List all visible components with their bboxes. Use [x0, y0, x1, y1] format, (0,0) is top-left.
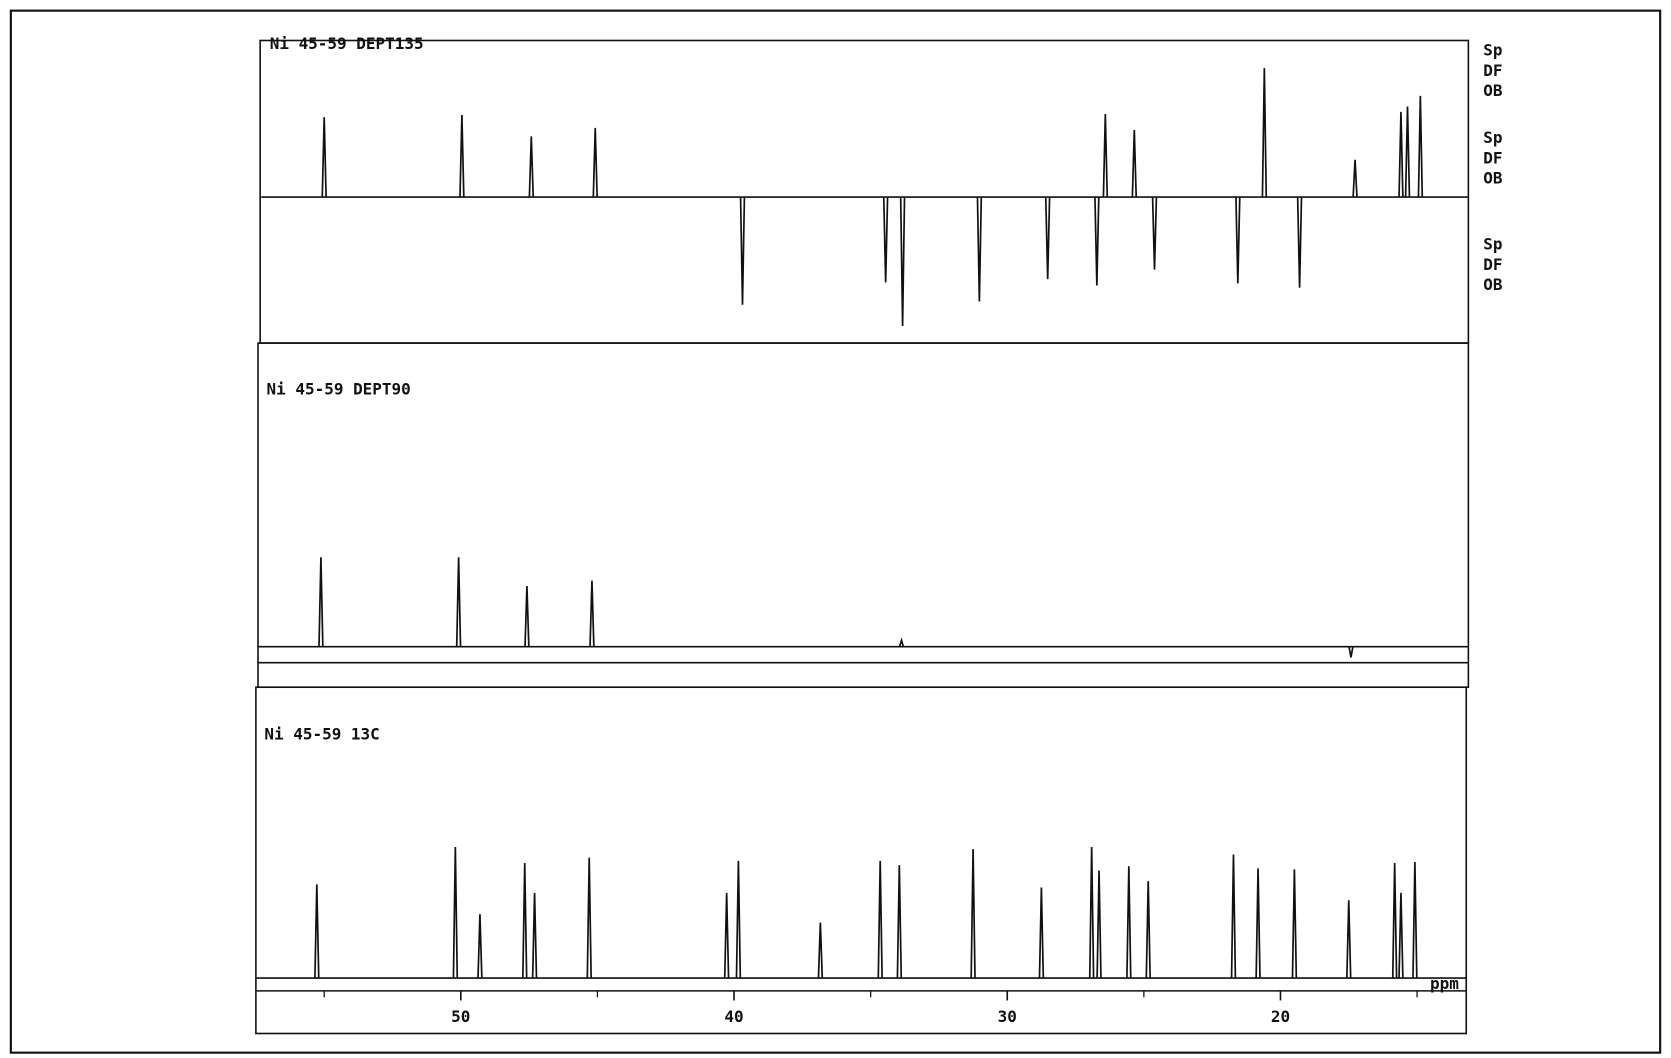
- peak: [723, 892, 730, 979]
- peak: [1398, 111, 1404, 198]
- peak: [1352, 159, 1358, 198]
- side-label: Sp: [1483, 41, 1502, 60]
- x-tick-label: 30: [998, 1007, 1017, 1026]
- x-tick-label: 40: [724, 1007, 743, 1026]
- peak: [970, 849, 976, 979]
- peak: [321, 117, 327, 198]
- x-tick-label: 20: [1271, 1007, 1290, 1026]
- panel-title: Ni 45-59 DEPT90: [267, 379, 411, 398]
- panel-frame: [259, 39, 1470, 344]
- peak: [817, 922, 824, 979]
- peak: [586, 857, 592, 979]
- outer-border: [9, 9, 1662, 1054]
- x-axis-label: ppm: [1430, 974, 1459, 993]
- peak: [1230, 854, 1237, 979]
- peak: [477, 914, 483, 979]
- panel-frame: [257, 342, 1470, 689]
- peak: [1255, 868, 1261, 979]
- peak: [459, 115, 465, 198]
- peak: [896, 865, 903, 979]
- panel-frame: [255, 686, 1468, 1035]
- peak: [524, 585, 530, 647]
- x-tick-label: 50: [451, 1007, 470, 1026]
- peak: [592, 127, 598, 198]
- peak: [531, 892, 538, 979]
- peak: [739, 197, 746, 305]
- peak: [1291, 869, 1298, 979]
- side-label: OB: [1483, 275, 1503, 294]
- peak: [882, 197, 889, 283]
- peak: [1345, 900, 1352, 979]
- peak: [521, 863, 528, 979]
- peak: [1296, 197, 1303, 288]
- side-label: Sp: [1483, 235, 1502, 254]
- peak: [1261, 68, 1268, 198]
- peak: [452, 847, 459, 979]
- peak: [1088, 847, 1095, 979]
- peak: [1417, 95, 1424, 198]
- side-label: DF: [1483, 61, 1502, 80]
- peak: [318, 557, 324, 647]
- side-label: Sp: [1483, 128, 1502, 147]
- peak: [589, 580, 595, 647]
- side-label: DF: [1483, 148, 1502, 167]
- peak: [1094, 197, 1100, 286]
- peak: [1404, 106, 1411, 198]
- peak: [1391, 863, 1398, 979]
- peak: [1131, 129, 1138, 198]
- panel-title: Ni 45-59 DEPT135: [270, 34, 424, 53]
- peak: [1096, 870, 1102, 979]
- peak: [1348, 646, 1354, 658]
- peak: [1145, 881, 1151, 979]
- peak: [1412, 861, 1418, 979]
- peak: [1398, 892, 1404, 979]
- peak: [1044, 197, 1051, 280]
- peak: [1102, 113, 1109, 198]
- side-label: OB: [1483, 81, 1503, 100]
- peak: [1235, 197, 1241, 284]
- peak: [976, 197, 983, 302]
- peak: [528, 136, 535, 198]
- peak: [1038, 887, 1045, 979]
- panel-title: Ni 45-59 13C: [264, 725, 379, 744]
- peak: [1151, 197, 1158, 270]
- peak: [314, 884, 320, 979]
- peak: [877, 860, 883, 979]
- peak: [735, 860, 742, 979]
- peak: [899, 197, 906, 327]
- side-label: OB: [1483, 168, 1503, 187]
- side-label: DF: [1483, 255, 1502, 274]
- peak: [1126, 866, 1132, 979]
- peak: [455, 557, 462, 647]
- peak: [898, 637, 905, 647]
